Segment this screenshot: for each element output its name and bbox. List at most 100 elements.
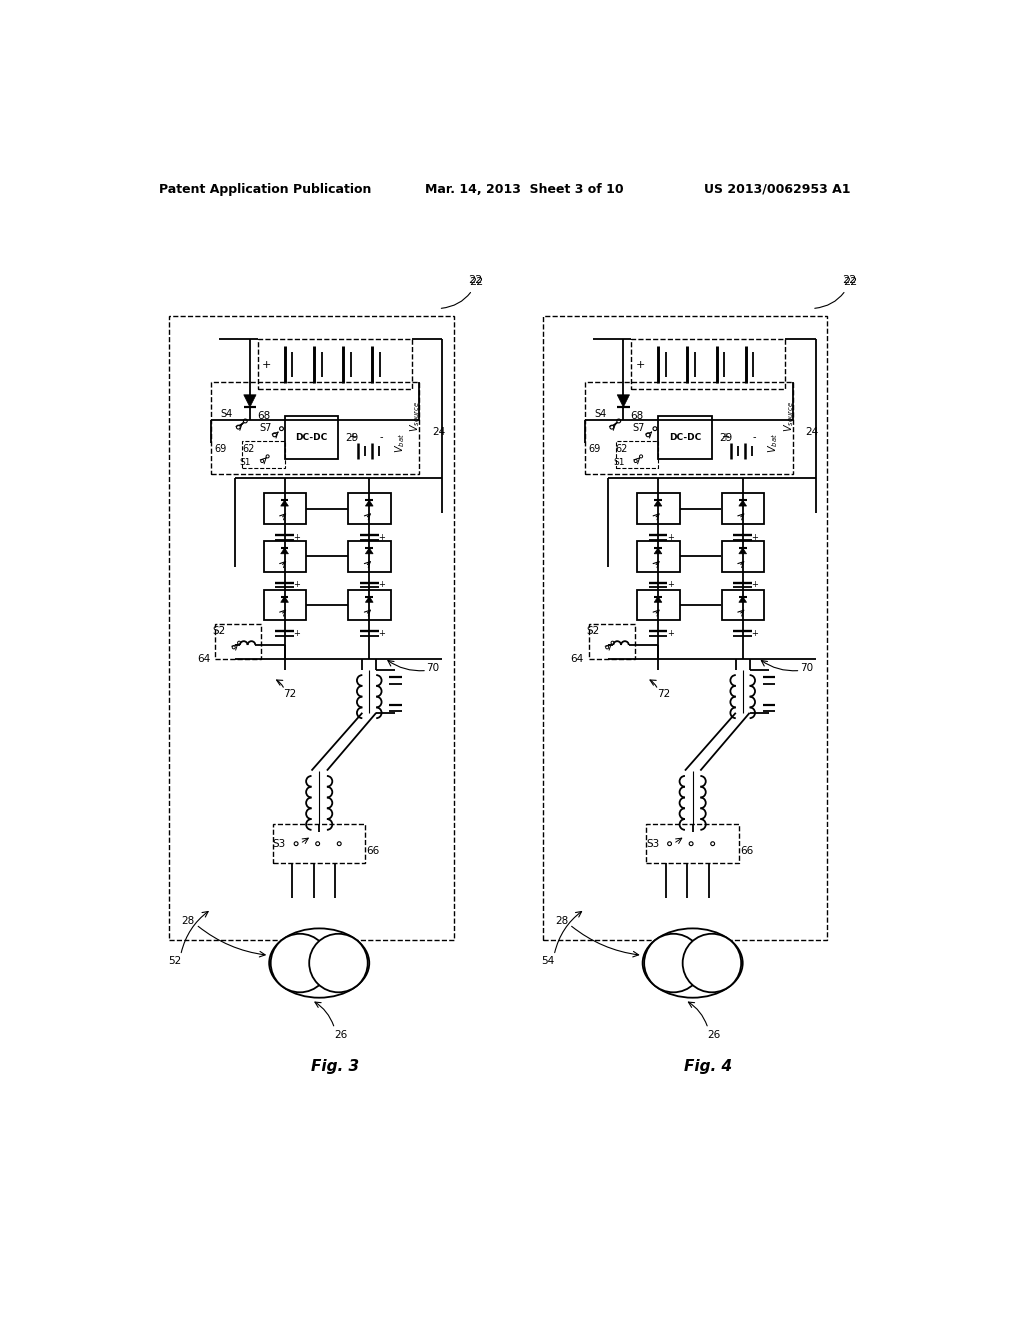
Bar [631,339,785,389]
Text: 24: 24 [432,426,445,437]
Text: S7: S7 [259,422,271,433]
Bar [722,590,764,620]
Polygon shape [281,548,289,554]
Bar [264,541,306,572]
Text: +: + [378,581,385,590]
Polygon shape [281,597,289,602]
Text: +: + [721,432,729,442]
Text: 28: 28 [181,916,195,925]
Bar [722,494,764,524]
Circle shape [610,425,613,429]
Bar [273,825,366,863]
Text: $V_{bat}$: $V_{bat}$ [767,433,780,453]
Text: 69: 69 [214,445,226,454]
Text: 72: 72 [656,689,670,698]
Polygon shape [654,548,662,554]
Text: +: + [294,630,300,638]
Text: 70: 70 [800,663,813,673]
Text: 22: 22 [468,275,482,285]
Text: 26: 26 [708,1030,721,1040]
Text: S4: S4 [594,409,606,418]
Polygon shape [739,500,746,506]
Text: 64: 64 [570,653,584,664]
Polygon shape [244,395,256,407]
Text: +: + [752,630,759,638]
Text: +: + [752,533,759,541]
Text: S3: S3 [272,838,286,849]
Text: +: + [667,630,674,638]
Polygon shape [654,500,662,506]
Circle shape [640,455,643,458]
Circle shape [616,418,621,422]
Polygon shape [366,500,373,506]
Bar [258,339,412,389]
Text: US 2013/0062953 A1: US 2013/0062953 A1 [705,182,851,195]
Bar [589,624,635,659]
Text: 68: 68 [631,412,644,421]
Polygon shape [739,597,746,602]
Text: -: - [753,432,756,442]
Bar [285,416,339,459]
Circle shape [270,933,330,993]
Text: 26: 26 [334,1030,347,1040]
Text: +: + [294,581,300,590]
Text: +: + [636,360,645,370]
Text: Patent Application Publication: Patent Application Publication [159,182,372,195]
Circle shape [280,426,284,430]
Bar [658,416,712,459]
Text: 52: 52 [168,956,181,966]
Bar [348,541,391,572]
Text: S4: S4 [221,409,232,418]
Polygon shape [617,395,630,407]
Text: +: + [378,533,385,541]
Circle shape [244,418,247,422]
Text: +: + [294,533,300,541]
Text: DC-DC: DC-DC [669,433,701,442]
Text: S2: S2 [586,626,599,636]
Circle shape [605,645,608,649]
Polygon shape [366,548,373,554]
Circle shape [611,642,614,644]
Text: $V_{source}$: $V_{source}$ [409,401,422,432]
Circle shape [653,426,656,430]
Polygon shape [654,597,662,602]
Text: 22: 22 [815,277,857,309]
Circle shape [644,933,702,993]
Text: Fig. 4: Fig. 4 [684,1060,732,1074]
Circle shape [646,433,650,437]
Text: 22: 22 [842,275,856,285]
Bar [637,541,680,572]
Circle shape [294,842,298,846]
Polygon shape [281,500,289,506]
Text: S1: S1 [240,458,251,467]
Text: 62: 62 [615,445,628,454]
Bar [637,494,680,524]
Text: 28: 28 [555,916,568,925]
Text: +: + [667,581,674,590]
Bar [264,590,306,620]
Circle shape [689,842,693,846]
Text: Fig. 3: Fig. 3 [310,1060,358,1074]
Bar [243,441,285,469]
Circle shape [266,455,269,458]
Text: S7: S7 [633,422,645,433]
Text: S3: S3 [646,838,659,849]
Bar [722,541,764,572]
Text: Mar. 14, 2013  Sheet 3 of 10: Mar. 14, 2013 Sheet 3 of 10 [426,182,624,195]
Text: 68: 68 [257,412,270,421]
Text: -: - [379,432,383,442]
Text: 29: 29 [719,433,732,444]
Text: S1: S1 [613,458,625,467]
Text: $V_{bat}$: $V_{bat}$ [393,433,407,453]
Circle shape [315,842,319,846]
Bar [543,317,827,940]
Circle shape [309,933,368,993]
Circle shape [711,842,715,846]
Text: 62: 62 [243,445,255,454]
Bar [585,381,793,474]
Bar [169,317,454,940]
Text: S2: S2 [213,626,225,636]
Bar [637,590,680,620]
Circle shape [337,842,341,846]
Circle shape [272,433,276,437]
